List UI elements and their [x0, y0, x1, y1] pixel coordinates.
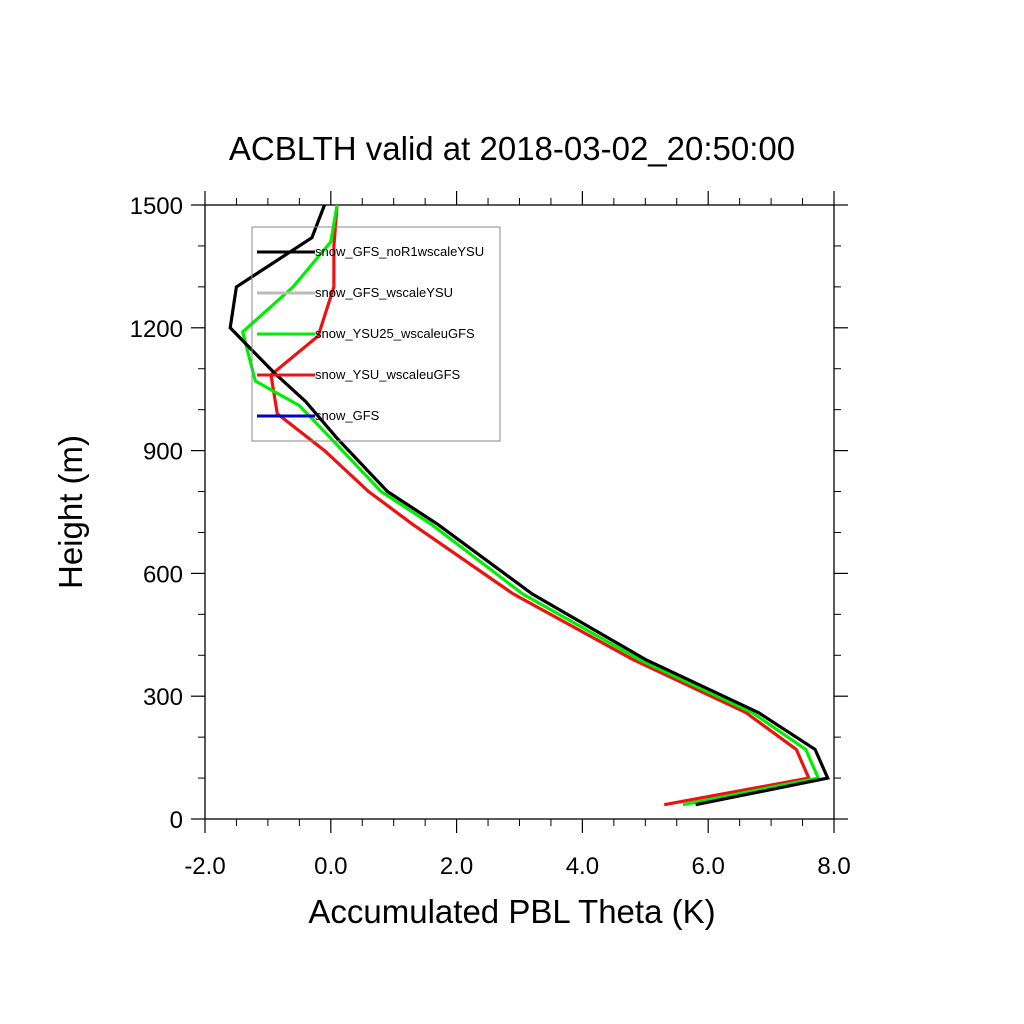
y-axis-label: Height (m): [52, 435, 89, 589]
x-tick-label: -2.0: [184, 853, 225, 880]
y-tick-label: 900: [143, 439, 183, 466]
legend-label: snow_GFS_noR1wscaleYSU: [315, 244, 484, 259]
series-line-snow-ysu25-wscaleugfs: [240, 204, 821, 807]
x-tick-label: 4.0: [566, 853, 599, 880]
chart-title: ACBLTH valid at 2018-03-02_20:50:00: [229, 130, 795, 167]
y-tick-label: 600: [143, 561, 183, 588]
legend-label: snow_GFS: [315, 408, 380, 423]
axis-ticks: [191, 191, 848, 833]
x-axis-label: Accumulated PBL Theta (K): [308, 893, 715, 930]
x-tick-label: 0.0: [314, 853, 347, 880]
legend-label: snow_YSU25_wscaleuGFS: [315, 326, 475, 341]
x-tick-label: 6.0: [692, 853, 725, 880]
series-line-snow-ysu-wscaleugfs: [269, 204, 812, 807]
y-tick-label: 300: [143, 684, 183, 711]
series-lines: [228, 204, 830, 807]
y-tick-label: 0: [170, 807, 183, 834]
tick-labels: -2.0 0.0 2.0 4.0 6.0 8.0 0 300 600 900 1200 1500: [130, 193, 851, 880]
x-tick-label: 8.0: [817, 853, 850, 880]
legend-box: [251, 226, 501, 442]
y-tick-label: 1500: [130, 193, 183, 220]
plot-area-frame: [204, 204, 835, 820]
legend-label: snow_GFS_wscaleYSU: [315, 285, 453, 300]
legend: snow_GFS_noR1wscaleYSU snow_GFS_wscaleYSU…: [251, 226, 501, 442]
series-line-snow-gfs-nor1wscaleysu: [228, 204, 830, 807]
legend-label: snow_YSU_wscaleuGFS: [315, 367, 461, 382]
x-tick-label: 2.0: [440, 853, 473, 880]
y-tick-label: 1200: [130, 316, 183, 343]
